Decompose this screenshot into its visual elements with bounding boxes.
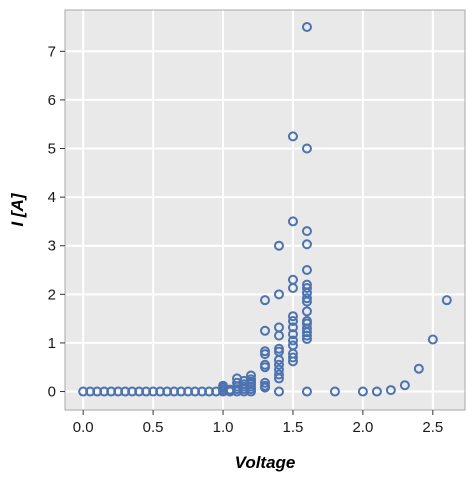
data-point <box>169 386 180 397</box>
data-point <box>260 377 270 388</box>
data-point <box>301 265 312 276</box>
data-point <box>287 322 298 333</box>
data-point <box>260 359 270 370</box>
data-point <box>413 363 424 374</box>
data-point <box>301 239 312 250</box>
y-tick-label: 3 <box>48 238 56 255</box>
data-point <box>287 131 298 142</box>
x-tick-labels: 0.0 0.5 1.0 1.5 2.0 2.5 <box>73 410 443 436</box>
data-point <box>246 374 257 385</box>
data-point <box>287 311 298 322</box>
x-tick-label: 2.5 <box>422 419 443 436</box>
data-point <box>273 386 284 397</box>
data-point <box>301 22 312 33</box>
data-point <box>301 334 312 345</box>
data-point <box>92 386 103 397</box>
data-point <box>301 316 312 327</box>
data-point <box>287 316 298 327</box>
y-tick-label: 7 <box>48 43 56 60</box>
data-point <box>120 386 131 397</box>
data-point <box>399 380 410 391</box>
data-point <box>273 364 284 375</box>
data-point <box>85 386 96 397</box>
data-point <box>197 386 208 397</box>
data-point <box>273 322 284 333</box>
data-point <box>260 346 270 357</box>
gridlines <box>65 10 465 410</box>
x-tick-label: 0.0 <box>73 419 94 436</box>
data-point <box>273 240 284 251</box>
data-point <box>204 386 215 397</box>
data-point <box>301 293 312 304</box>
data-point <box>301 386 312 397</box>
data-point <box>78 386 89 397</box>
y-tick-label: 5 <box>48 141 56 158</box>
data-point <box>162 386 173 397</box>
data-point <box>183 386 194 397</box>
data-point <box>113 386 124 397</box>
data-point <box>141 386 152 397</box>
data-point <box>190 386 201 397</box>
data-point <box>301 283 312 294</box>
data-point <box>287 216 298 227</box>
y-tick-label: 1 <box>48 335 56 352</box>
x-tick-label: 1.0 <box>213 419 234 436</box>
data-point <box>260 325 270 336</box>
data-point <box>329 386 340 397</box>
data-point <box>287 340 298 351</box>
data-points <box>78 22 452 397</box>
y-tick-label: 4 <box>48 189 56 206</box>
data-point <box>357 386 368 397</box>
data-point <box>287 335 298 346</box>
x-tick-label: 0.5 <box>143 419 164 436</box>
data-point <box>106 386 117 397</box>
x-axis-label: Voltage <box>235 453 296 472</box>
x-tick-label: 2.0 <box>352 419 373 436</box>
data-point <box>176 386 187 397</box>
data-point <box>273 369 284 380</box>
data-point <box>301 306 312 317</box>
data-point <box>385 385 396 396</box>
y-tick-label: 2 <box>48 286 56 303</box>
y-axis-label: I [A] <box>8 192 27 226</box>
data-point <box>99 386 110 397</box>
data-point <box>287 274 298 285</box>
x-tick-label: 1.5 <box>283 419 304 436</box>
data-point <box>273 289 284 300</box>
data-point <box>301 279 312 290</box>
data-point <box>441 295 452 306</box>
data-point <box>287 329 298 340</box>
data-point <box>301 143 312 154</box>
data-point <box>127 386 138 397</box>
data-point <box>134 386 145 397</box>
y-tick-label: 0 <box>48 384 56 401</box>
data-point <box>273 343 284 354</box>
data-point <box>260 295 270 306</box>
data-point <box>287 352 298 363</box>
data-point <box>273 359 284 370</box>
data-point <box>301 226 312 237</box>
plot-frame <box>64 9 466 411</box>
y-tick-labels: 0 1 2 3 4 5 6 7 <box>48 43 65 401</box>
data-point <box>427 334 438 345</box>
data-point <box>371 386 382 397</box>
data-point <box>155 386 166 397</box>
y-tick-label: 6 <box>48 92 56 109</box>
data-point <box>246 370 257 381</box>
data-point <box>148 386 159 397</box>
